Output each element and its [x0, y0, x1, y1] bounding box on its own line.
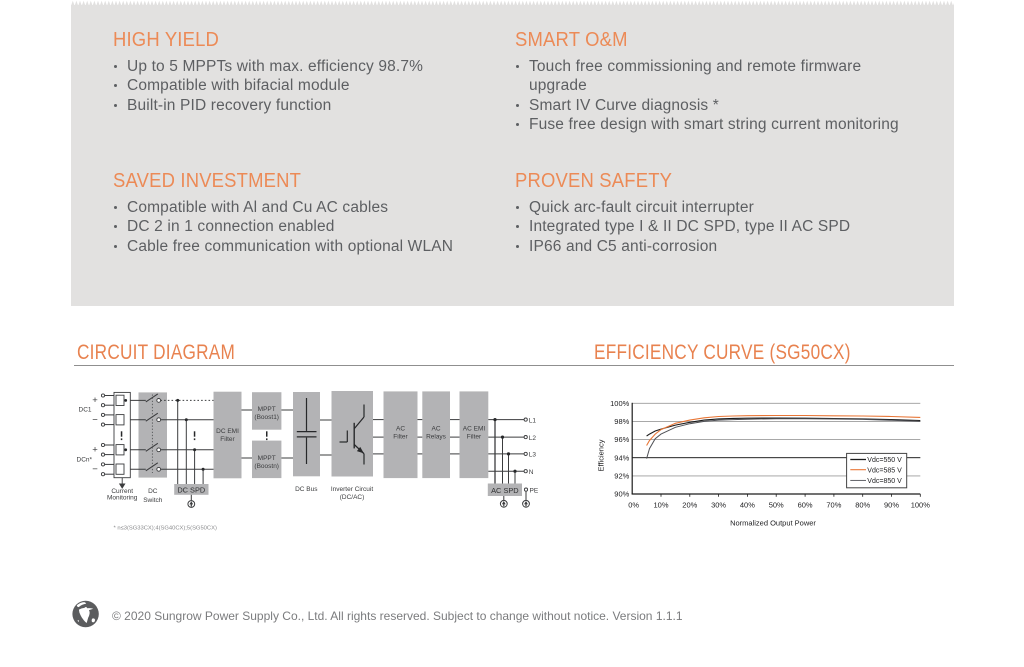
svg-text:Efficiency: Efficiency: [597, 439, 606, 471]
svg-text:AC SPD: AC SPD: [491, 486, 519, 495]
svg-text:40%: 40%: [740, 500, 755, 509]
svg-text:−: −: [92, 414, 98, 425]
svg-text:30%: 30%: [711, 500, 726, 509]
svg-text:Filter: Filter: [467, 434, 482, 441]
svg-text:DC EMI: DC EMI: [216, 428, 239, 435]
svg-text:AC EMI: AC EMI: [463, 426, 486, 433]
svg-text:90%: 90%: [884, 500, 899, 509]
svg-text:−: −: [92, 464, 98, 475]
svg-text:AC: AC: [396, 426, 405, 433]
svg-text:PE: PE: [530, 487, 539, 494]
svg-text:Vdc=850 V: Vdc=850 V: [867, 478, 902, 485]
svg-text:MPPT: MPPT: [258, 406, 276, 413]
svg-text:20%: 20%: [682, 500, 697, 509]
svg-text:100%: 100%: [610, 399, 630, 408]
svg-text:(Boost1): (Boost1): [254, 414, 279, 421]
svg-text:0%: 0%: [628, 500, 639, 509]
svg-text:94%: 94%: [614, 453, 629, 462]
svg-text:10%: 10%: [653, 500, 668, 509]
svg-text:100%: 100%: [911, 500, 931, 509]
svg-text:90%: 90%: [614, 490, 629, 499]
svg-text:* n≤3(SG33CX);4(SG40CX);5(SG5: * n≤3(SG33CX);4(SG40CX);5(SG50CX): [114, 526, 217, 532]
svg-text:L1: L1: [529, 417, 537, 424]
svg-text:(DC/AC): (DC/AC): [340, 494, 365, 501]
svg-text:DCn*: DCn*: [77, 456, 93, 463]
svg-text:MPPT: MPPT: [258, 455, 276, 462]
svg-text:DC Bus: DC Bus: [295, 486, 318, 493]
svg-text:80%: 80%: [855, 500, 870, 509]
svg-text:Normalized Output Power: Normalized Output Power: [730, 519, 816, 528]
svg-text:70%: 70%: [826, 500, 841, 509]
svg-text:DC1: DC1: [79, 406, 92, 413]
svg-text:Filter: Filter: [393, 434, 408, 441]
svg-text:Filter: Filter: [220, 436, 235, 443]
svg-text:98%: 98%: [614, 417, 629, 426]
svg-text:Inverter Circuit: Inverter Circuit: [331, 486, 373, 493]
svg-text:Vdc=585 V: Vdc=585 V: [867, 467, 902, 474]
svg-text:Vdc=550 V: Vdc=550 V: [867, 457, 902, 464]
svg-text:92%: 92%: [614, 472, 629, 481]
svg-text:DC SPD: DC SPD: [177, 486, 205, 495]
svg-text:60%: 60%: [798, 500, 813, 509]
svg-text:Switch: Switch: [143, 497, 163, 504]
svg-text:Current: Current: [111, 488, 133, 495]
svg-text:Monitoring: Monitoring: [107, 495, 138, 502]
svg-text:96%: 96%: [614, 435, 629, 444]
svg-text:N: N: [529, 469, 534, 476]
svg-text:(Boostn): (Boostn): [254, 463, 279, 470]
svg-text:Relays: Relays: [426, 434, 447, 441]
svg-text:AC: AC: [431, 426, 440, 433]
svg-text:50%: 50%: [769, 500, 784, 509]
svg-text:+: +: [92, 395, 98, 406]
svg-text:L2: L2: [529, 435, 537, 442]
svg-text:L3: L3: [529, 452, 537, 459]
svg-text:+: +: [92, 444, 98, 455]
svg-text:DC: DC: [148, 488, 158, 495]
